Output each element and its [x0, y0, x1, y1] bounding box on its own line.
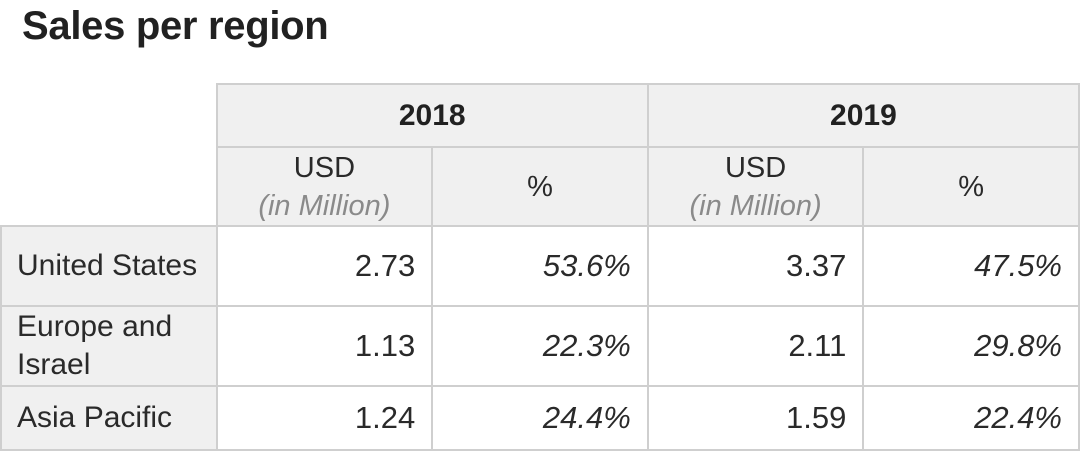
table-row: Europe and Israel 1.13 22.3% 2.11 29.8%: [0, 305, 1080, 387]
pct-2019-cell: 29.8%: [862, 305, 1080, 387]
region-label: United States: [17, 249, 198, 282]
usd-unit-label: (in Million): [689, 189, 822, 222]
usd-label: USD: [724, 151, 787, 184]
pct-2019-cell: 22.4%: [862, 385, 1080, 451]
usd-unit-label: (in Million): [258, 189, 391, 222]
region-label: Asia Pacific: [17, 401, 173, 434]
usd-2019-cell: 3.37: [646, 225, 865, 307]
usd-2018-cell: 1.24: [215, 385, 434, 451]
usd-label: USD: [293, 151, 356, 184]
table-row: United States 2.73 53.6% 3.37 47.5%: [0, 225, 1080, 307]
usd-2019-cell: 1.59: [646, 385, 865, 451]
usd-2018-cell: 1.13: [215, 305, 434, 387]
pct-header-2018: %: [431, 146, 649, 227]
region-label: Europe and Israel: [17, 310, 173, 381]
usd-2019-cell: 2.11: [646, 305, 865, 387]
year-header-row: 2018 2019: [1, 83, 1080, 148]
row-header-asia-pacific: Asia Pacific: [0, 385, 218, 451]
pct-2018-cell: 24.4%: [431, 385, 649, 451]
row-header-europe-and-israel: Europe and Israel: [0, 305, 218, 387]
corner-blank-cell-2: [1, 147, 217, 226]
usd-header-2018: USD (in Million): [215, 146, 434, 227]
corner-blank-cell: [1, 84, 217, 147]
table-row: Asia Pacific 1.24 24.4% 1.59 22.4%: [0, 385, 1080, 451]
year-header-2019: 2019: [646, 83, 1080, 148]
year-header-2018: 2018: [215, 83, 649, 148]
pct-2018-cell: 22.3%: [431, 305, 649, 387]
row-header-united-states: United States: [0, 225, 218, 307]
sales-table: 2018 2019 USD (in Million) % USD (in Mil…: [0, 83, 1080, 451]
pct-2019-cell: 47.5%: [862, 225, 1080, 307]
pct-header-2019: %: [862, 146, 1080, 227]
pct-2018-cell: 53.6%: [431, 225, 649, 307]
usd-2018-cell: 2.73: [215, 225, 434, 307]
page-title: Sales per region: [22, 4, 329, 48]
unit-header-row: USD (in Million) % USD (in Million) %: [1, 146, 1080, 227]
usd-header-2019: USD (in Million): [646, 146, 865, 227]
